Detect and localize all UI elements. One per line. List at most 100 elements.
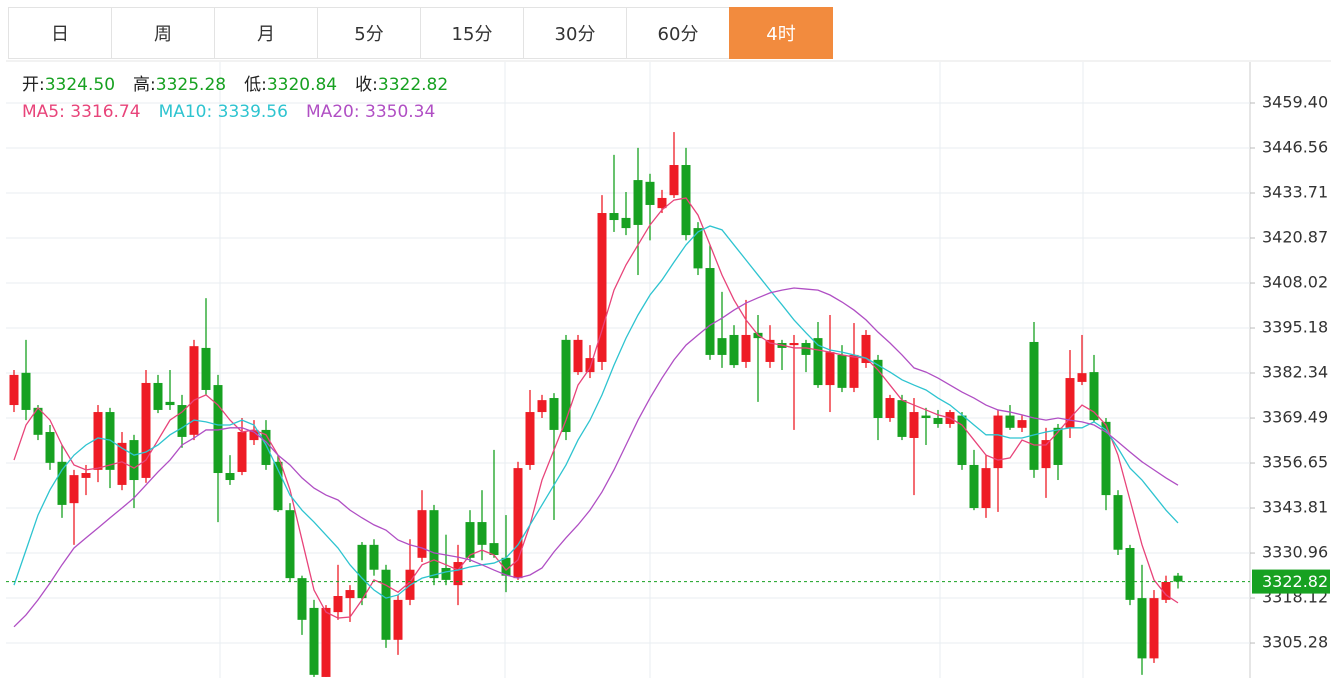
candle-body	[249, 429, 259, 441]
candle-body	[81, 473, 91, 478]
ma-name: MA10:	[158, 102, 213, 122]
y-tick-label: 3343.81	[1262, 498, 1328, 517]
candle-body	[105, 412, 115, 470]
candle-body	[297, 578, 307, 620]
candle-body	[21, 372, 31, 410]
candle-body	[501, 557, 511, 576]
candle-body	[1161, 581, 1171, 600]
period-tab[interactable]: 日	[8, 7, 112, 59]
candle-body	[189, 346, 199, 435]
y-tick-label: 3369.49	[1262, 408, 1328, 427]
ma-legend: MA5: 3316.74 MA10: 3339.56 MA20: 3350.34	[22, 99, 448, 126]
period-tab[interactable]: 周	[111, 7, 215, 59]
candle-body	[513, 468, 523, 579]
ohlc-item: 高:3325.28	[133, 72, 226, 99]
candle-body	[597, 213, 607, 362]
candle-body	[813, 338, 823, 386]
last-price-box	[1252, 569, 1330, 594]
ma-value: 3316.74	[70, 102, 141, 122]
candle-body	[669, 165, 679, 196]
candle-body	[165, 401, 175, 406]
ohlc-item: 开:3324.50	[22, 72, 115, 99]
candle-body	[417, 510, 427, 558]
y-tick-label: 3420.87	[1262, 228, 1328, 247]
candle-body	[1173, 575, 1183, 582]
candle-body	[537, 400, 547, 413]
candle-body	[237, 432, 247, 472]
candle-body	[729, 334, 739, 366]
ohlc-item: 收:3322.82	[355, 72, 448, 99]
candle-body	[321, 607, 331, 677]
ohlc-label: 开:	[22, 75, 45, 95]
candle-body	[441, 567, 451, 580]
y-tick-label: 3408.02	[1262, 273, 1328, 292]
candle-body	[693, 228, 703, 269]
period-tab[interactable]: 4时	[729, 7, 833, 59]
candle-body	[345, 590, 355, 599]
candle-body	[45, 432, 55, 463]
candle-body	[561, 339, 571, 433]
candle-body	[609, 213, 619, 221]
ohlc-value: 3322.82	[377, 75, 449, 95]
candle-body	[885, 398, 895, 419]
candle-body	[1017, 420, 1027, 428]
last-price-label: 3322.82	[1262, 572, 1328, 591]
candle-body	[273, 461, 283, 511]
candle-body	[1125, 548, 1135, 600]
ohlc-value: 3325.28	[155, 75, 227, 95]
candle-body	[1089, 372, 1099, 421]
candle-body	[9, 374, 19, 406]
period-tab[interactable]: 月	[214, 7, 318, 59]
candle-body	[93, 412, 103, 470]
y-tick-label: 3459.40	[1262, 92, 1328, 111]
period-tab[interactable]: 30分	[523, 7, 627, 59]
candle-body	[957, 415, 967, 465]
period-tab[interactable]: 15分	[420, 7, 524, 59]
ohlc-item: 低:3320.84	[244, 72, 337, 99]
period-tab[interactable]: 60分	[626, 7, 730, 59]
candle-body	[429, 510, 439, 579]
candle-body	[825, 352, 835, 386]
candle-body	[333, 596, 343, 613]
ma-item: MA20: 3350.34	[306, 99, 435, 126]
candle-body	[1029, 341, 1039, 470]
candle-body	[789, 343, 799, 346]
candle-body	[117, 442, 127, 485]
candle-body	[849, 354, 859, 388]
ma-value: 3350.34	[365, 102, 436, 122]
candle-body	[33, 407, 43, 435]
candle-body	[897, 400, 907, 437]
candle-body	[645, 181, 655, 205]
period-tabs: 日周月 5分 15分 30分 60分 4时	[8, 7, 833, 59]
candle-body	[705, 268, 715, 355]
y-tick-label: 3446.56	[1262, 137, 1328, 156]
candle-body	[1137, 598, 1147, 659]
ma-line	[13, 197, 1179, 619]
ma-line	[13, 225, 1179, 599]
candle-body	[309, 607, 319, 675]
period-tab[interactable]: 5分	[317, 7, 421, 59]
candle-body	[981, 468, 991, 509]
candle-body	[765, 339, 775, 362]
ohlc-value: 3320.84	[266, 75, 338, 95]
candle-body	[1053, 427, 1063, 465]
candle-body	[153, 382, 163, 410]
ma-name: MA5:	[22, 102, 65, 122]
y-tick-label: 3433.71	[1262, 183, 1328, 202]
ma-line	[13, 287, 1179, 628]
candle-body	[177, 405, 187, 437]
candle-body	[285, 510, 295, 579]
candle-body	[1077, 373, 1087, 382]
candle-body	[201, 347, 211, 390]
ma-name: MA20:	[305, 102, 360, 122]
ohlc-label: 收:	[355, 75, 378, 95]
candle-body	[633, 180, 643, 225]
candle-body	[69, 475, 79, 504]
candle-body	[1149, 598, 1159, 659]
candle-body	[861, 334, 871, 363]
legend: 开:3324.50 高:3325.28 低:3320.84 收:3322.82 MA5…	[22, 72, 448, 126]
candle-body	[489, 543, 499, 556]
candle-body	[213, 385, 223, 474]
candle-body	[741, 334, 751, 362]
candle-body	[969, 464, 979, 509]
